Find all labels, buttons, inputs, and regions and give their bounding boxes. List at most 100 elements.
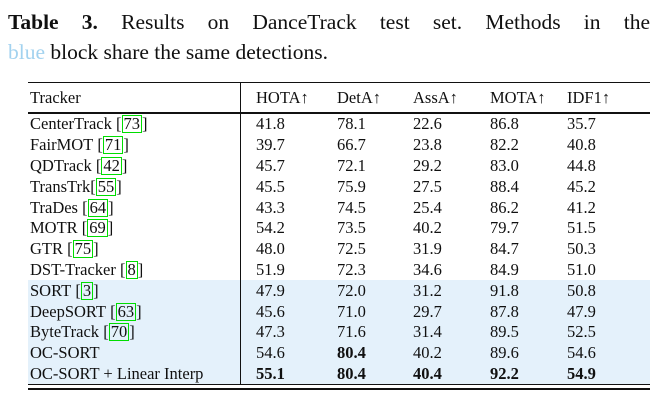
- citation-bracket-close: ]: [108, 197, 114, 217]
- tracker-name-cell: OC-SORT + Linear Interp: [28, 364, 240, 385]
- citation-link[interactable]: 3: [80, 280, 94, 300]
- citation-link[interactable]: 55: [95, 176, 117, 196]
- metric-value: 35.7: [567, 114, 596, 134]
- metric-value: 72.1: [337, 155, 366, 175]
- metric-value: 54.6: [240, 342, 337, 364]
- citation-link[interactable]: 73: [121, 114, 142, 134]
- metric-value: 51.0: [567, 259, 596, 279]
- metric-value: 71.6: [337, 322, 366, 342]
- citation-bracket-close: ]: [142, 114, 148, 134]
- citation-bracket-close: ]: [123, 135, 129, 155]
- tracker-name-cell: SORT [3]: [28, 280, 240, 301]
- tracker-name-cell: DST-Tracker [8]: [28, 260, 240, 281]
- metric-value: 45.6: [240, 301, 337, 322]
- metric-value: 31.2: [413, 280, 442, 300]
- citation-link[interactable]: 71: [102, 135, 124, 155]
- table-caption: Table 3. Results on DanceTrack test set.…: [0, 0, 660, 67]
- citation-link[interactable]: 42: [101, 155, 122, 175]
- tracker-name: TraDes: [30, 197, 78, 217]
- citation-link[interactable]: 75: [72, 239, 94, 259]
- metric-value: 84.7: [490, 239, 519, 259]
- citation-bracket-open: [: [115, 259, 126, 279]
- caption-blue-word: blue: [8, 40, 46, 64]
- table-row: SORT [3] 47.9 72.0 31.2 91.8 50.8: [28, 280, 650, 302]
- citation-link[interactable]: 8: [125, 259, 138, 279]
- tracker-name-cell: TransTrk[55]: [28, 176, 240, 197]
- metric-value: 29.7: [413, 301, 442, 321]
- table-header-row: Tracker HOTA↑ DetA↑ AssA↑ MOTA↑ IDF1↑: [28, 83, 650, 112]
- citation-bracket-close: ]: [93, 280, 99, 300]
- results-table: Tracker HOTA↑ DetA↑ AssA↑ MOTA↑ IDF1↑ Ce…: [28, 82, 650, 391]
- table-row: TraDes [64] 43.3 74.5 25.4 86.2 41.2: [28, 197, 650, 218]
- metric-value: 43.3: [240, 197, 337, 218]
- citation-bracket-open: [: [77, 218, 88, 238]
- metric-value: 78.1: [337, 114, 366, 134]
- metric-value: 66.7: [337, 135, 366, 155]
- metric-value: 86.2: [490, 197, 519, 217]
- metric-value: 27.5: [413, 176, 442, 196]
- metric-value: 47.3: [240, 321, 337, 343]
- metric-value: 92.2: [490, 363, 519, 383]
- tracker-name-cell: CenterTrack [73]: [28, 114, 240, 135]
- column-header-tracker: Tracker: [30, 87, 81, 107]
- metric-value: 54.6: [567, 343, 596, 363]
- tracker-name: SORT: [30, 280, 72, 300]
- citation-bracket-open: [: [77, 197, 88, 217]
- metric-value: 44.8: [567, 155, 596, 175]
- citation-bracket-close: ]: [107, 218, 114, 238]
- caption-line-1: Table 3. Results on DanceTrack test set.…: [8, 7, 650, 37]
- metric-value: 40.4: [413, 363, 442, 383]
- citation-link[interactable]: 70: [108, 322, 130, 342]
- caption-line-2: blue block share the same detections.: [8, 37, 650, 67]
- tracker-name-cell: GTR [75]: [28, 239, 240, 260]
- table-row: GTR [75] 48.0 72.5 31.9 84.7 50.3: [28, 238, 650, 260]
- metric-value: 25.4: [413, 197, 442, 217]
- metric-value: 89.6: [490, 343, 519, 363]
- table-row: CenterTrack [73] 41.8 78.1 22.6 86.8 35.7: [28, 114, 650, 135]
- metric-value: 79.7: [490, 218, 519, 238]
- metric-value: 39.7: [240, 134, 337, 156]
- citation-link[interactable]: 69: [87, 218, 108, 238]
- table-row: ByteTrack [70] 47.3 71.6 31.4 89.5 52.5: [28, 321, 650, 343]
- metric-value: 31.9: [413, 239, 442, 259]
- citation-link[interactable]: 64: [87, 197, 109, 217]
- citation-bracket-open: [: [93, 135, 103, 155]
- metric-value: 50.8: [567, 280, 596, 300]
- metric-value: 89.5: [490, 322, 519, 342]
- metric-value: 87.8: [490, 301, 519, 321]
- citation-bracket-close: ]: [116, 176, 122, 196]
- metric-value: 83.0: [490, 155, 519, 175]
- metric-value: 54.2: [240, 217, 337, 239]
- tracker-name-cell: ByteTrack [70]: [28, 322, 240, 343]
- metric-value: 75.9: [337, 176, 366, 196]
- citation-link[interactable]: 63: [115, 301, 137, 321]
- metric-value: 73.5: [337, 218, 366, 238]
- metric-value: 29.2: [413, 155, 442, 175]
- caption-text-2: block share the same detections.: [50, 40, 329, 64]
- tracker-name-cell: DeepSORT [63]: [28, 301, 240, 322]
- column-header-hota: HOTA↑: [240, 83, 337, 112]
- citation-bracket-close: ]: [136, 301, 142, 321]
- metric-value: 45.7: [240, 155, 337, 177]
- tracker-name: MOTR: [30, 218, 78, 238]
- tracker-name-cell: TraDes [64]: [28, 197, 240, 218]
- citation-bracket-close: ]: [93, 239, 99, 259]
- metric-value: 72.3: [337, 259, 366, 279]
- tracker-name-cell: QDTrack [42]: [28, 156, 240, 177]
- metric-value: 40.2: [413, 343, 442, 363]
- metric-value: 91.8: [490, 280, 519, 300]
- table-row: FairMOT [71] 39.7 66.7 23.8 82.2 40.8: [28, 134, 650, 156]
- table-row: OC-SORT 54.6 80.4 40.2 89.6 54.6: [28, 342, 650, 364]
- table-row: MOTR [69] 54.2 73.5 40.2 79.7 51.5: [28, 217, 650, 239]
- metric-value: 47.9: [240, 280, 337, 302]
- metric-value: 74.5: [337, 197, 366, 217]
- metric-value: 45.2: [567, 176, 596, 196]
- metric-value: 71.0: [337, 301, 366, 321]
- tracker-name: QDTrack: [30, 155, 92, 175]
- column-header-mota: MOTA↑: [490, 87, 546, 107]
- tracker-name: CenterTrack: [30, 114, 112, 134]
- tracker-name-cell: FairMOT [71]: [28, 135, 240, 156]
- metric-value: 34.6: [413, 259, 442, 279]
- metric-value: 72.5: [337, 239, 366, 259]
- metric-value: 47.9: [567, 301, 596, 321]
